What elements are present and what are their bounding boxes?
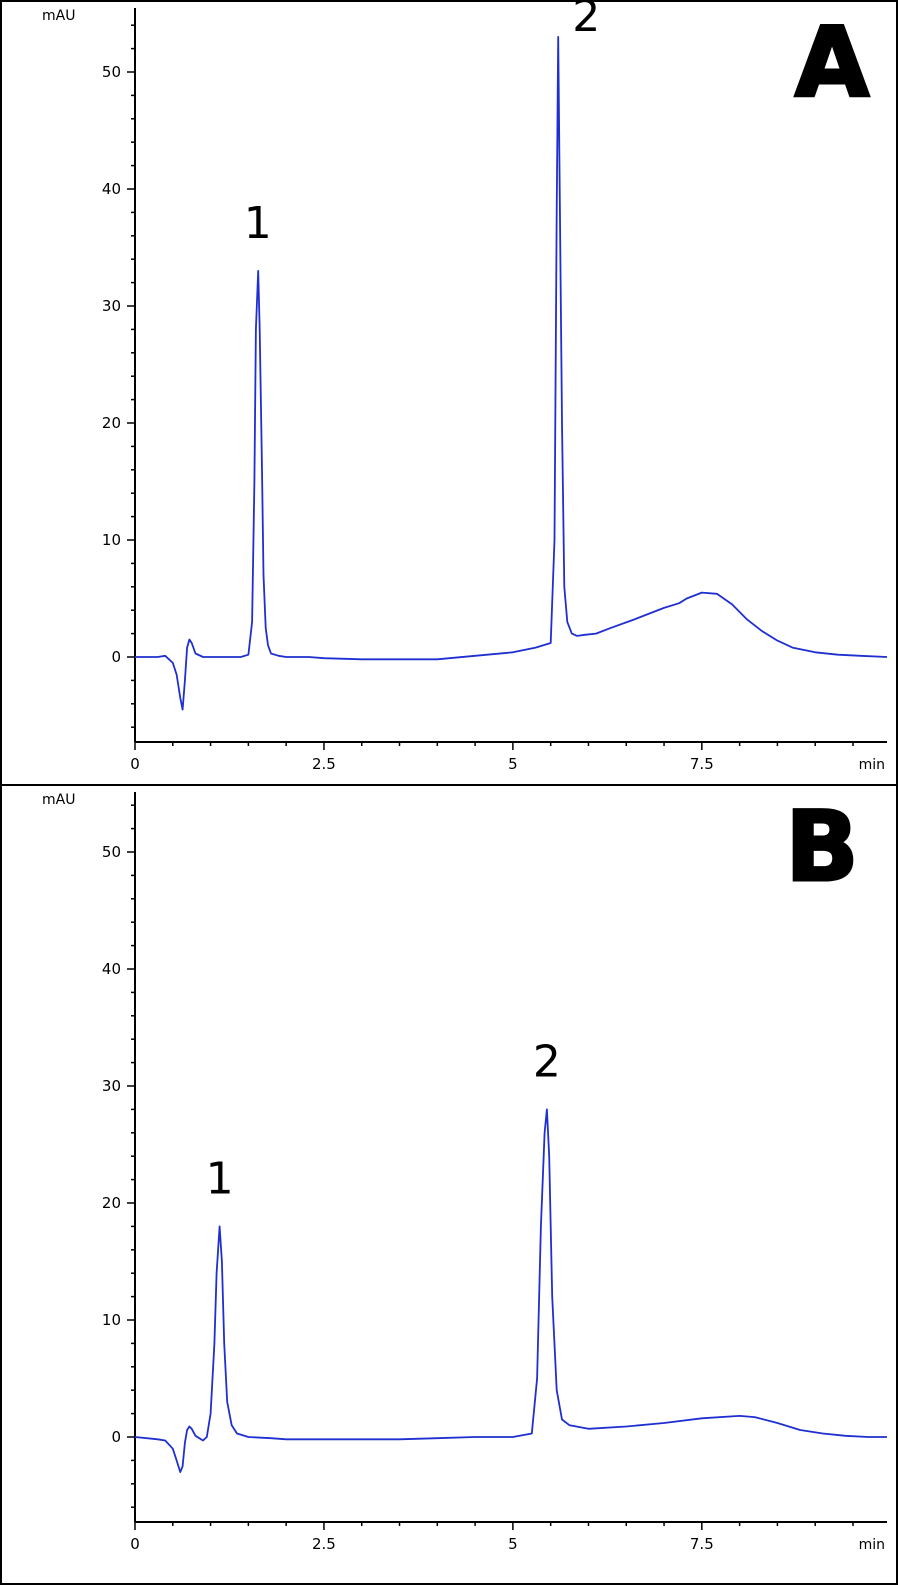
y-tick-label: 50 (102, 843, 121, 861)
x-tick-label: 2.5 (312, 1535, 336, 1553)
chromatogram-panel-b: 0 10 20 30 40 50 0 2.5 5 7.5 mAU min 1 2 B (0, 784, 898, 1585)
y-tick-label: 30 (102, 1077, 121, 1095)
y-tick-label: 20 (102, 414, 121, 432)
y-tick-label: 0 (111, 1428, 121, 1446)
y-tick-label: 40 (102, 960, 121, 978)
chromatogram-trace-b (134, 1108, 887, 1473)
x-axis-unit-label: min (859, 757, 885, 773)
peak-label-1: 1 (244, 198, 272, 249)
x-tick-label: 7.5 (690, 1535, 714, 1553)
y-axis-unit-label: mAU (42, 8, 75, 24)
chromatogram-panel-a: 0 10 20 30 40 50 0 2.5 5 7.5 mAU min 1 2 A (0, 0, 898, 786)
y-axis-unit-label: mAU (42, 792, 75, 808)
x-tick-label: 0 (130, 1535, 140, 1553)
x-axis-unit-label: min (859, 1537, 885, 1553)
y-tick-label: 0 (111, 648, 121, 666)
peak-label-2: 2 (533, 1036, 561, 1087)
chromatogram-trace-a (135, 36, 888, 711)
y-tick-label: 20 (102, 1194, 121, 1212)
x-tick-label: 0 (130, 755, 140, 773)
y-tick-label: 10 (102, 1311, 121, 1329)
y-tick-label: 30 (102, 297, 121, 315)
panel-letter-a: A (795, 7, 869, 119)
peak-label-2: 2 (572, 0, 600, 42)
y-tick-label: 10 (102, 531, 121, 549)
peak-label-1: 1 (206, 1153, 234, 1204)
x-tick-label: 5 (508, 1535, 518, 1553)
y-tick-label: 40 (102, 180, 121, 198)
x-tick-label: 5 (508, 755, 518, 773)
panel-frame-b (0, 784, 898, 1585)
x-tick-label: 7.5 (690, 755, 714, 773)
x-tick-label: 2.5 (312, 755, 336, 773)
y-tick-label: 50 (102, 63, 121, 81)
panel-letter-b: B (785, 791, 858, 903)
